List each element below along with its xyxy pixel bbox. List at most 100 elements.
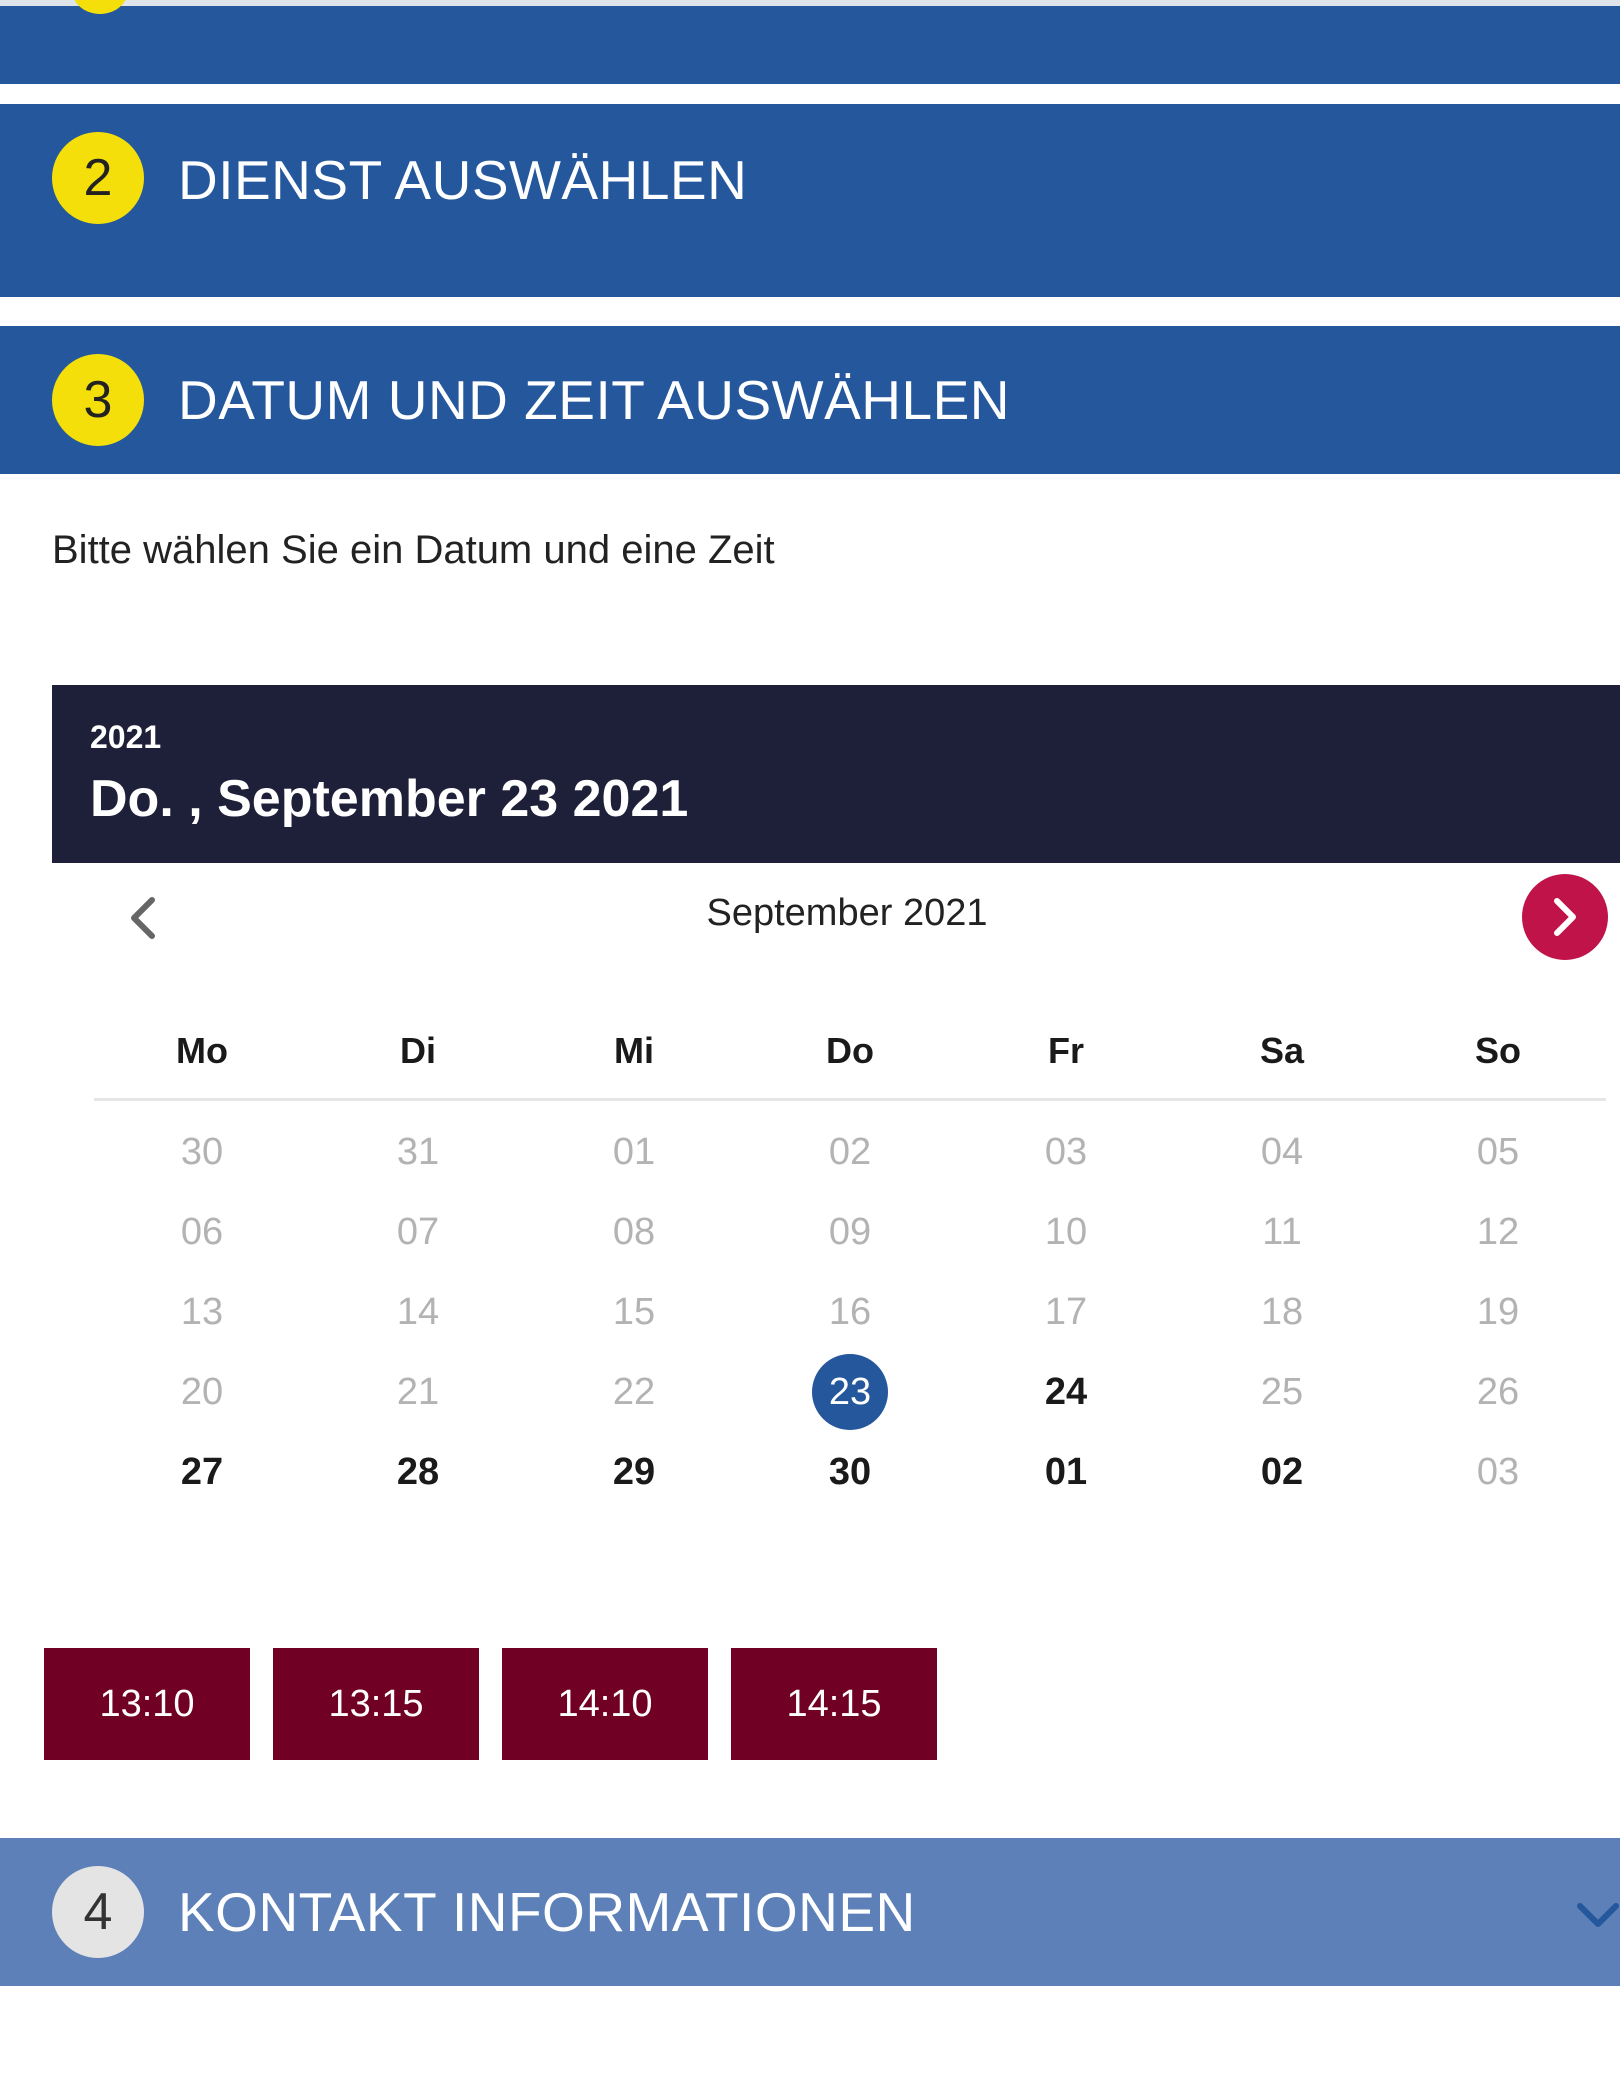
calendar-day: 30 [94,1112,310,1192]
calendar-day: 22 [526,1352,742,1432]
step-3-badge: 3 [52,354,144,446]
calendar-header: 2021 Do. , September 23 2021 [52,685,1620,863]
calendar-day-number: 28 [396,1450,440,1493]
step-1-bar[interactable] [0,0,1620,84]
step-4-title: KONTAKT INFORMATIONEN [178,1881,916,1943]
step-2-bar[interactable]: 2 DIENST AUSWÄHLEN [0,104,1620,297]
calendar-day-number: 25 [1260,1370,1304,1413]
time-slot-button[interactable]: 13:15 [273,1648,479,1760]
calendar-day-number: 06 [180,1210,224,1253]
calendar-day-number: 02 [828,1130,872,1173]
calendar-day-number: 15 [612,1290,656,1333]
month-navigation: September 2021 [52,870,1620,966]
calendar-day: 05 [1390,1112,1606,1192]
calendar-day[interactable]: 01 [958,1432,1174,1512]
calendar-day-number: 09 [828,1210,872,1253]
calendar-day: 09 [742,1192,958,1272]
time-slot-button[interactable]: 14:15 [731,1648,937,1760]
weekday-label: Fr [958,1030,1174,1101]
calendar-day-number: 02 [1260,1450,1304,1493]
calendar-day-number: 13 [180,1290,224,1333]
calendar-day: 06 [94,1192,310,1272]
calendar-day: 03 [958,1112,1174,1192]
calendar-day: 15 [526,1272,742,1352]
calendar-day: 11 [1174,1192,1390,1272]
calendar-week-row: 13 14 15 16 17 18 19 [94,1272,1606,1352]
calendar-day-number: 14 [396,1290,440,1333]
weekday-label: Mi [526,1030,742,1101]
calendar-day-number: 26 [1476,1370,1520,1413]
time-slot-button[interactable]: 13:10 [44,1648,250,1760]
calendar-day-number: 20 [180,1370,224,1413]
calendar-day-number: 03 [1476,1450,1520,1493]
calendar-day: 14 [310,1272,526,1352]
calendar-day[interactable]: 24 [958,1352,1174,1432]
calendar-day[interactable]: 27 [94,1432,310,1512]
calendar-day-number: 30 [180,1130,224,1173]
calendar-day: 08 [526,1192,742,1272]
chevron-down-icon[interactable] [1576,1900,1620,1930]
step-3-title: DATUM UND ZEIT AUSWÄHLEN [178,369,1010,431]
calendar-day[interactable]: 02 [1174,1432,1390,1512]
calendar-day: 04 [1174,1112,1390,1192]
calendar-day: 19 [1390,1272,1606,1352]
calendar-day: 10 [958,1192,1174,1272]
calendar-day: 13 [94,1272,310,1352]
previous-month-button[interactable] [114,890,170,946]
weekday-label: Sa [1174,1030,1390,1101]
calendar-day-number: 27 [180,1450,224,1493]
step-1-badge [72,0,128,14]
calendar-day-number: 01 [612,1130,656,1173]
step-4-bar[interactable]: 4 KONTAKT INFORMATIONEN [0,1838,1620,1986]
calendar-day: 12 [1390,1192,1606,1272]
calendar-day-number: 31 [396,1130,440,1173]
calendar-day-number: 24 [1044,1370,1088,1413]
calendar-week-row: 06 07 08 09 10 11 12 [94,1192,1606,1272]
calendar-day: 17 [958,1272,1174,1352]
chevron-right-icon [1554,898,1576,936]
calendar-day-number: 11 [1262,1210,1302,1253]
month-label: September 2021 [706,892,988,934]
step-2-title: DIENST AUSWÄHLEN [178,149,748,211]
calendar-day: 03 [1390,1432,1606,1512]
instructions-text: Bitte wählen Sie ein Datum und eine Zeit [52,528,775,572]
calendar-day[interactable]: 30 [742,1432,958,1512]
time-slot-list: 13:10 13:15 14:10 14:15 [44,1648,960,1760]
calendar-day-number: 17 [1044,1290,1088,1333]
calendar-day-number: 05 [1476,1130,1520,1173]
calendar-day: 16 [742,1272,958,1352]
calendar-header-date: Do. , September 23 2021 [90,770,689,828]
calendar-day-number: 22 [612,1370,656,1413]
calendar-day-selected[interactable]: 23 [742,1352,958,1432]
calendar-day-grid: 30 31 01 02 03 04 05 06 07 08 09 10 11 12 13 14 15 16 17 18… [94,1112,1606,1512]
calendar-day-number: 21 [396,1370,440,1413]
weekday-label: Mo [94,1030,310,1101]
calendar-day-number: 19 [1476,1290,1520,1333]
calendar-day-number: 07 [396,1210,440,1253]
weekday-label: So [1390,1030,1606,1101]
chevron-left-icon [131,897,155,939]
calendar-week-row: 30 31 01 02 03 04 05 [94,1112,1606,1192]
calendar-header-year: 2021 [90,719,162,755]
calendar-day-number: 18 [1260,1290,1304,1333]
calendar-day[interactable]: 29 [526,1432,742,1512]
calendar-day-number: 23 [812,1354,888,1430]
next-month-button[interactable] [1522,874,1608,960]
calendar-day-number: 03 [1044,1130,1088,1173]
calendar-day[interactable]: 28 [310,1432,526,1512]
step-3-bar[interactable]: 3 DATUM UND ZEIT AUSWÄHLEN [0,326,1620,474]
time-slot-button[interactable]: 14:10 [502,1648,708,1760]
calendar-day-number: 01 [1044,1450,1088,1493]
calendar-day-number: 04 [1260,1130,1304,1173]
calendar-day-number: 08 [612,1210,656,1253]
step-2-badge: 2 [52,132,144,224]
step-4-badge: 4 [52,1866,144,1958]
calendar-week-row: 27 28 29 30 01 02 03 [94,1432,1606,1512]
calendar-day: 07 [310,1192,526,1272]
calendar-day: 02 [742,1112,958,1192]
calendar-day-number: 30 [828,1450,872,1493]
calendar-day: 20 [94,1352,310,1432]
calendar-day: 01 [526,1112,742,1192]
weekday-label: Di [310,1030,526,1101]
calendar-day-number: 12 [1476,1210,1520,1253]
